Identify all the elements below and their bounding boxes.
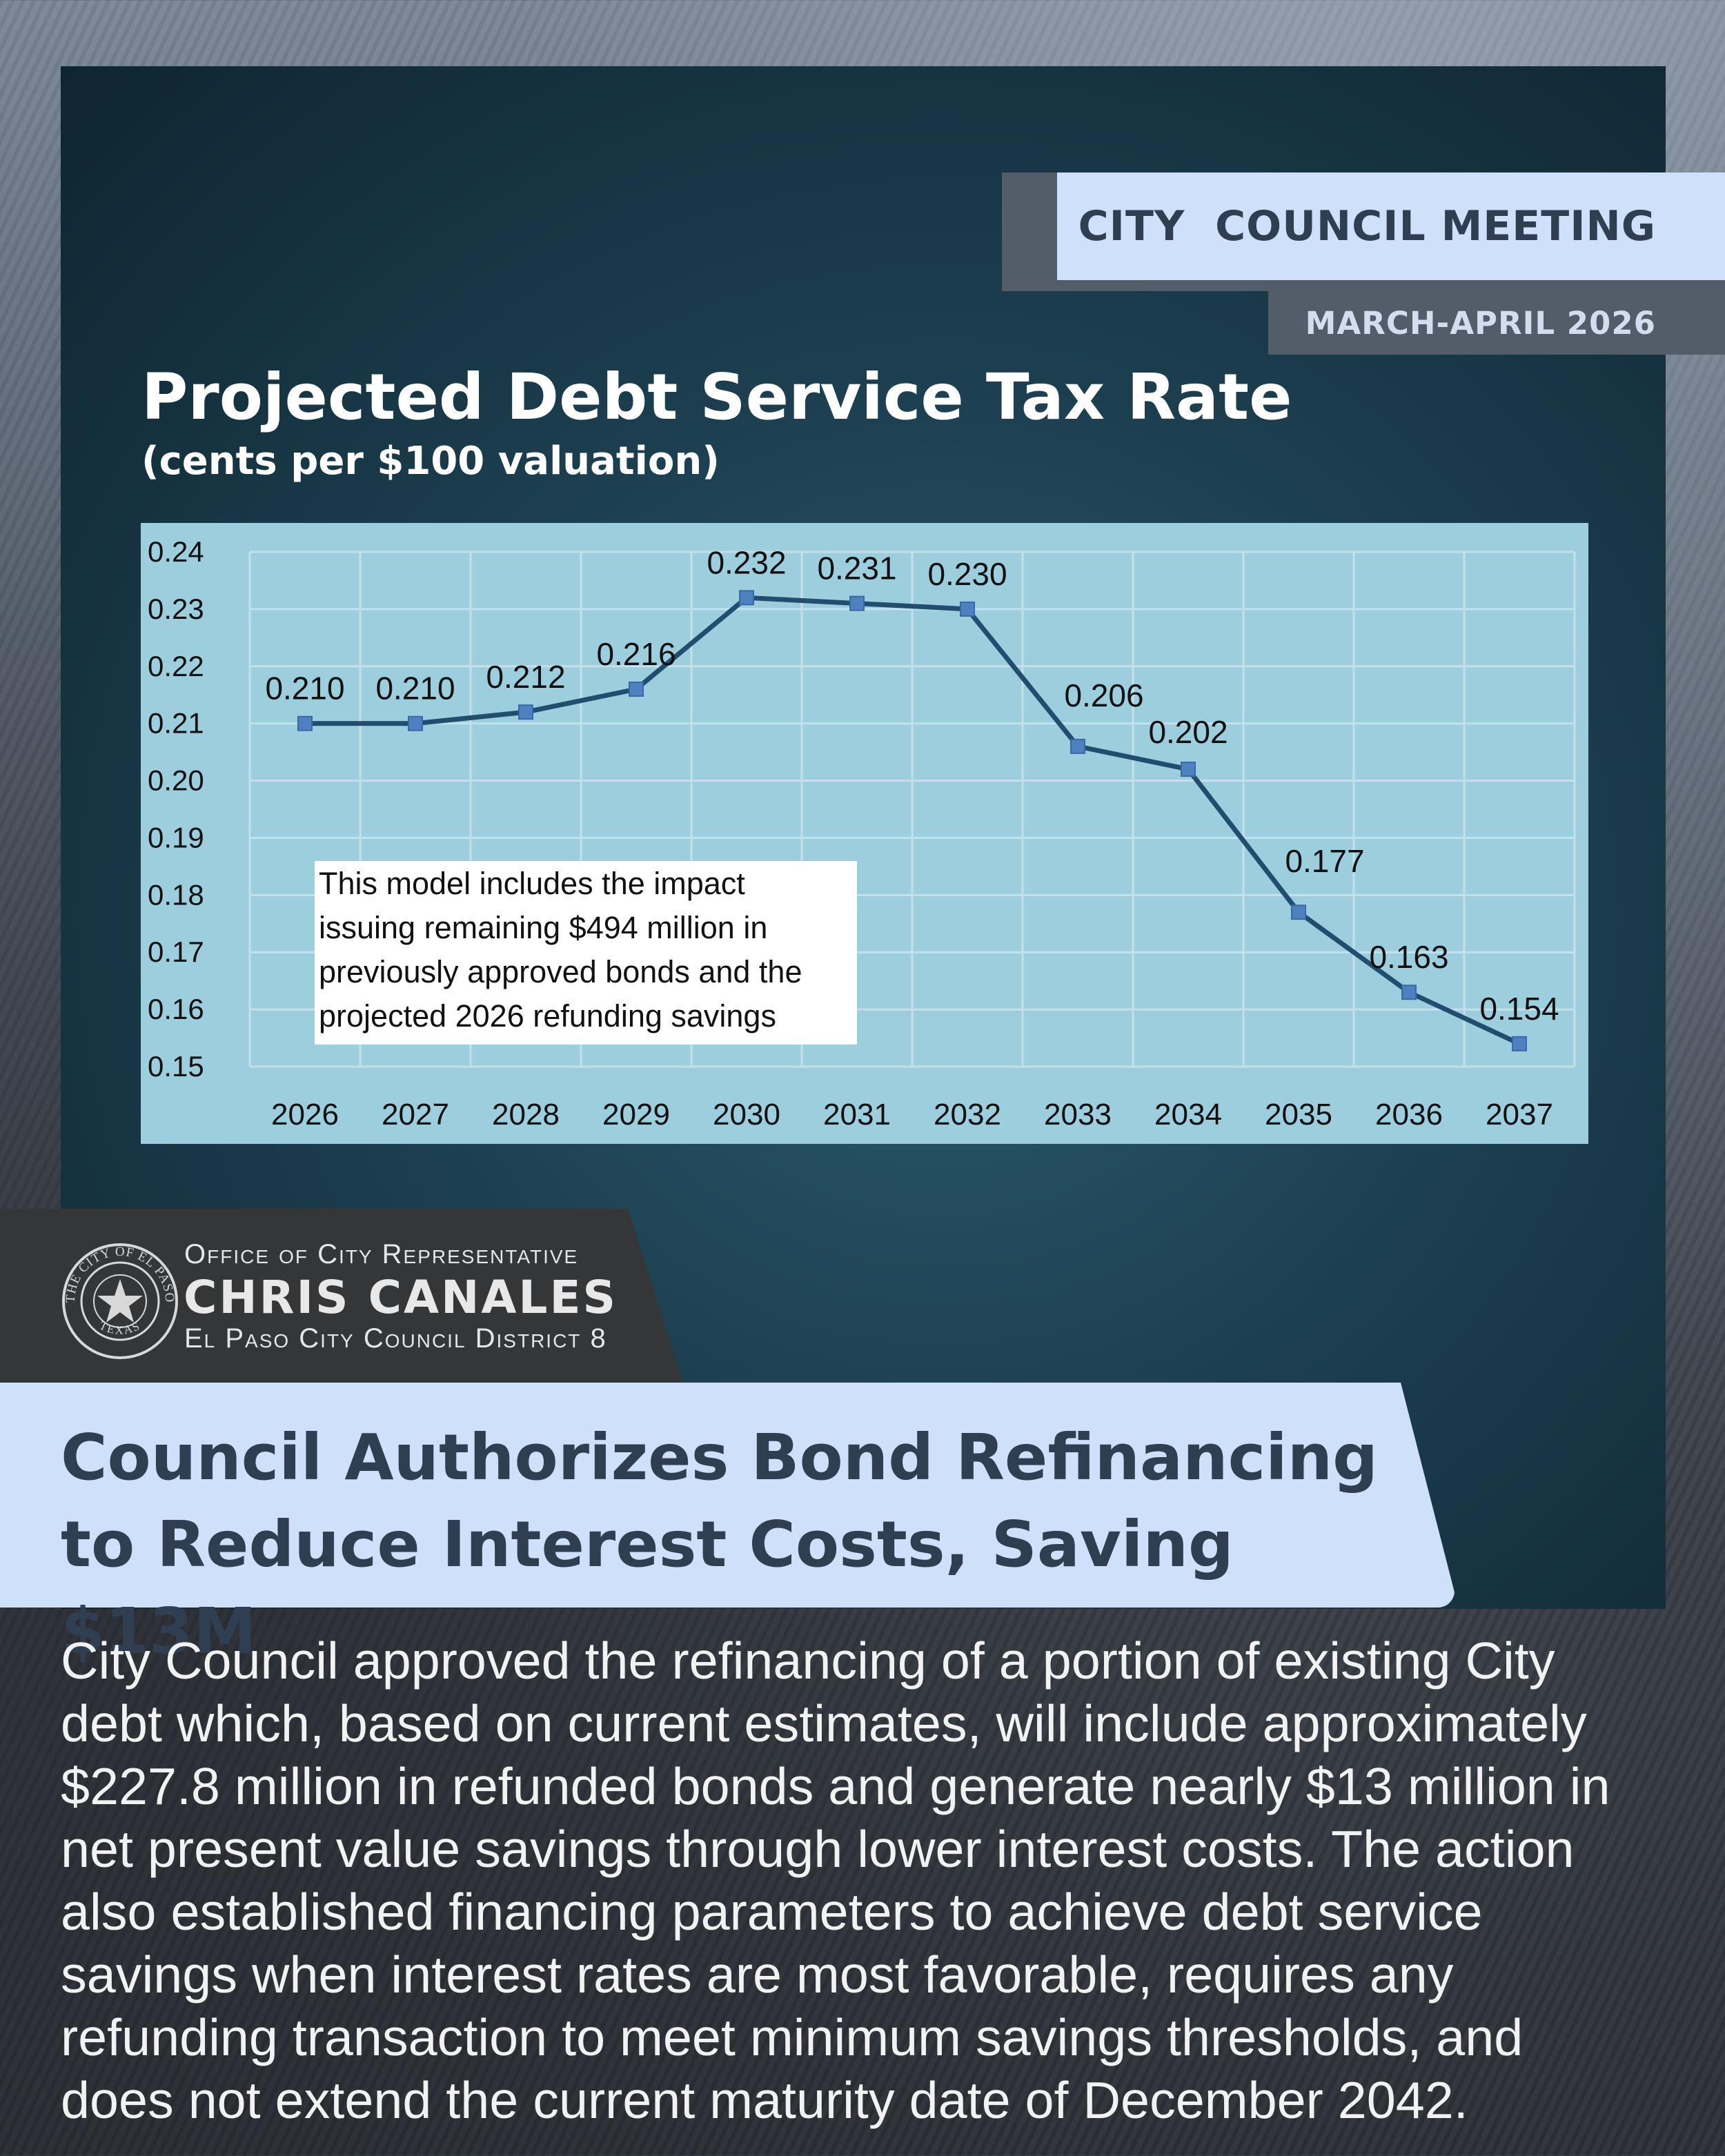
chart-title: Projected Debt Service Tax Rate bbox=[141, 360, 1292, 434]
annotation-line: previously approved bonds and the bbox=[319, 954, 802, 989]
headline: Council Authorizes Bond Refinancing to R… bbox=[61, 1414, 1427, 1675]
x-tick-label: 2031 bbox=[823, 1098, 891, 1131]
data-point bbox=[1181, 761, 1196, 777]
data-label: 0.230 bbox=[927, 556, 1007, 592]
data-label: 0.202 bbox=[1148, 714, 1228, 750]
y-tick-label: 0.22 bbox=[148, 650, 204, 682]
data-point bbox=[1291, 904, 1306, 920]
headline-line-2: to Reduce Interest Costs, Saving $13M bbox=[61, 1507, 1234, 1668]
body-line: net present value savings through lower … bbox=[61, 1820, 1575, 1878]
series-line bbox=[305, 595, 1521, 1047]
annotation-box bbox=[315, 861, 857, 1045]
data-point bbox=[960, 601, 975, 617]
x-tick-label: 2028 bbox=[492, 1098, 560, 1131]
headline-banner bbox=[0, 1383, 1455, 1608]
data-label: 0.232 bbox=[707, 544, 786, 580]
article-body: City Council approved the refinancing of… bbox=[61, 1630, 1675, 2132]
body-line: debt which, based on current estimates, … bbox=[61, 1694, 1587, 1752]
data-label: 0.216 bbox=[596, 636, 676, 672]
meeting-date: MARCH-APRIL 2026 bbox=[1305, 304, 1656, 342]
data-label: 0.210 bbox=[375, 671, 455, 706]
data-point bbox=[297, 715, 313, 731]
body-line: refunding transaction to meet minimum sa… bbox=[61, 2008, 1524, 2066]
y-tick-label: 0.23 bbox=[148, 593, 204, 625]
annotation-line: projected 2026 refunding savings bbox=[319, 998, 776, 1034]
data-point bbox=[739, 590, 754, 606]
x-tick-label: 2037 bbox=[1486, 1098, 1553, 1131]
plot-area bbox=[141, 523, 1588, 1144]
x-tick-label: 2027 bbox=[382, 1098, 449, 1131]
y-tick-label: 0.18 bbox=[148, 878, 204, 911]
data-point bbox=[849, 595, 865, 611]
body-line: City Council approved the refinancing of… bbox=[61, 1632, 1555, 1690]
data-label: 0.206 bbox=[1064, 678, 1143, 713]
representative-name: CHRIS CANALES bbox=[184, 1271, 618, 1324]
annotation-line: issuing remaining $494 million in bbox=[319, 910, 767, 945]
data-label: 0.210 bbox=[265, 671, 344, 706]
x-tick-label: 2030 bbox=[713, 1098, 780, 1131]
body-line: savings when interest rates are most fav… bbox=[61, 1946, 1454, 2004]
chart-subtitle: (cents per $100 valuation) bbox=[141, 439, 720, 484]
data-point bbox=[518, 704, 533, 720]
office-district: El Paso City Council District 8 bbox=[184, 1323, 607, 1354]
x-tick-label: 2033 bbox=[1044, 1098, 1112, 1131]
x-tick-label: 2034 bbox=[1154, 1098, 1222, 1131]
data-point bbox=[629, 681, 644, 697]
seal-text-bottom: TEXAS bbox=[97, 1319, 141, 1337]
headline-line-1: Council Authorizes Bond Refinancing bbox=[61, 1421, 1378, 1494]
y-tick-label: 0.16 bbox=[148, 993, 204, 1025]
x-tick-label: 2032 bbox=[934, 1098, 1001, 1131]
body-line: does not extend the current maturity dat… bbox=[61, 2071, 1468, 2129]
svg-text:TEXAS: TEXAS bbox=[97, 1319, 143, 1337]
city-seal-icon: THE CITY OF EL PASO TEXAS bbox=[62, 1243, 178, 1359]
x-tick-label: 2036 bbox=[1375, 1098, 1443, 1131]
annotation-line: This model includes the impact bbox=[319, 866, 745, 901]
data-point bbox=[1401, 985, 1417, 1000]
date-banner: MARCH-APRIL 2026 bbox=[1268, 291, 1725, 355]
data-label: 0.212 bbox=[486, 659, 565, 695]
y-tick-label: 0.17 bbox=[148, 936, 204, 968]
meeting-title: CITY COUNCIL MEETING bbox=[1078, 202, 1656, 250]
body-line: also established financing parameters to… bbox=[61, 1883, 1483, 1941]
y-tick-label: 0.20 bbox=[148, 764, 204, 797]
data-label: 0.177 bbox=[1285, 843, 1364, 879]
y-tick-label: 0.15 bbox=[148, 1050, 204, 1082]
data-label: 0.154 bbox=[1479, 991, 1559, 1027]
data-label: 0.231 bbox=[817, 551, 896, 586]
data-point bbox=[1070, 738, 1085, 754]
office-title: Office of City Representative bbox=[184, 1239, 579, 1269]
y-tick-label: 0.21 bbox=[148, 707, 204, 740]
y-tick-label: 0.19 bbox=[148, 821, 204, 853]
data-label: 0.163 bbox=[1369, 939, 1448, 975]
data-point bbox=[408, 715, 423, 731]
body-line: $227.8 million in refunded bonds and gen… bbox=[61, 1757, 1610, 1815]
x-tick-label: 2026 bbox=[271, 1098, 339, 1131]
header-banner: CITY COUNCIL MEETING bbox=[1057, 172, 1725, 280]
x-tick-label: 2029 bbox=[602, 1098, 670, 1131]
data-point bbox=[1512, 1036, 1527, 1051]
y-tick-label: 0.24 bbox=[148, 535, 204, 568]
x-tick-label: 2035 bbox=[1265, 1098, 1332, 1131]
